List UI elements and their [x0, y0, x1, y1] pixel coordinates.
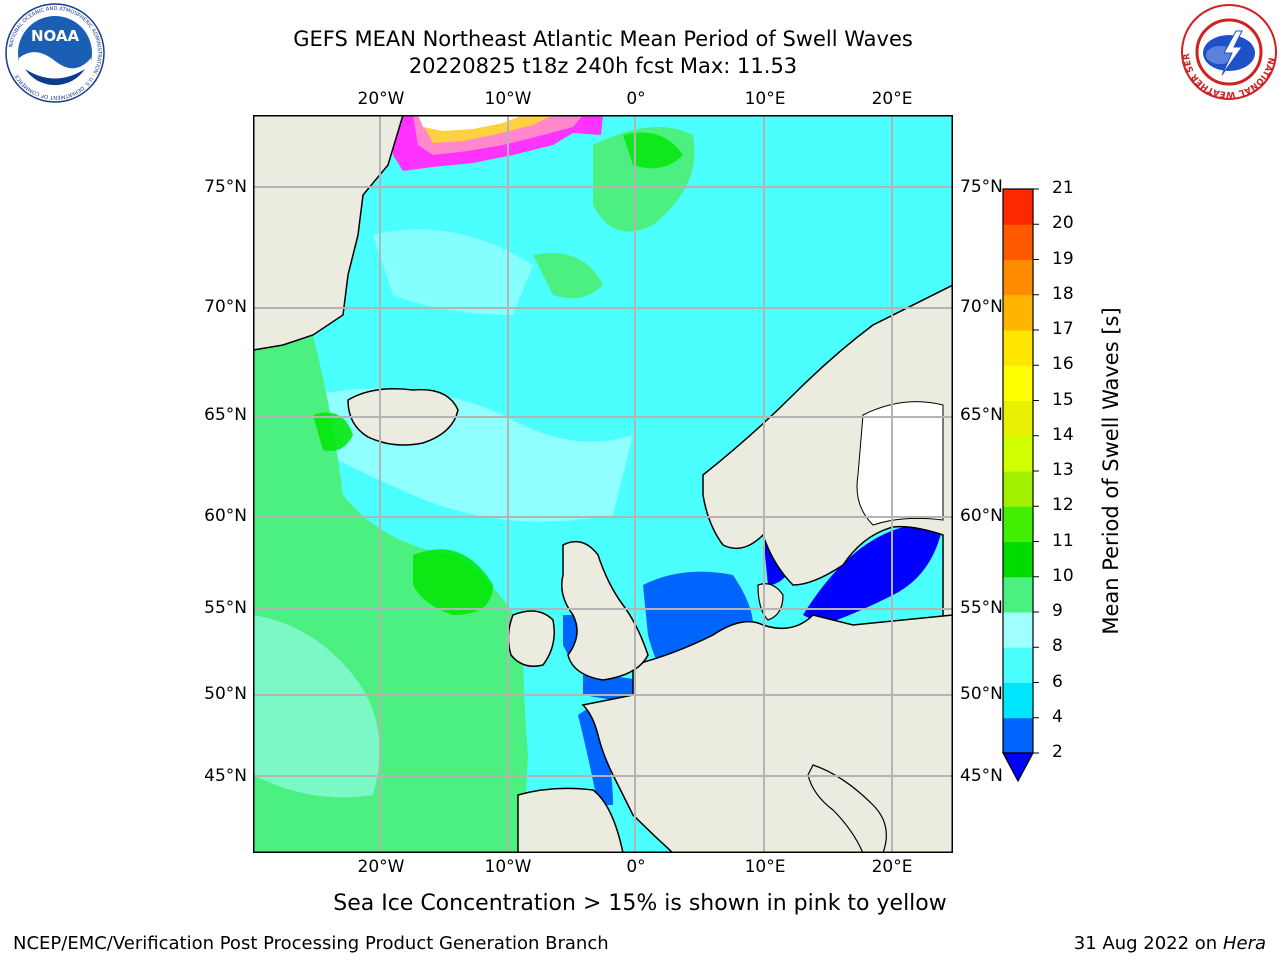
colorbar-tick-label: 16 — [1052, 354, 1074, 375]
colorbar-tick-label: 18 — [1052, 283, 1074, 304]
map-plot-area — [253, 115, 953, 853]
colorbar-under-arrow — [1001, 752, 1035, 783]
colorbar-tick-label: 11 — [1052, 530, 1074, 551]
colorbar-segment — [1003, 189, 1033, 225]
map-graticule — [253, 115, 953, 853]
map-frame-border — [253, 115, 953, 853]
colorbar-tick-label: 6 — [1052, 671, 1063, 692]
lat-label-right: 55°N — [960, 598, 1003, 618]
sea-ice-caption: Sea Ice Concentration > 15% is shown in … — [333, 891, 947, 916]
colorbar-segment — [1003, 259, 1033, 296]
lon-label-bottom: 20°W — [357, 857, 405, 877]
colorbar-segment — [1003, 647, 1033, 683]
colorbar-segment — [1003, 506, 1033, 542]
noaa-logo-text: NOAA — [31, 27, 80, 45]
swell-band-10-11s — [313, 412, 353, 451]
colorbar-tick-label: 19 — [1052, 248, 1074, 269]
swell-band-10-11s — [623, 132, 683, 169]
land-ireland — [507, 610, 555, 667]
swell-band-8-9s — [373, 229, 533, 315]
swell-band-2-4s — [578, 705, 613, 805]
colorbar-segment — [1003, 435, 1033, 472]
lon-label-top: 0° — [626, 89, 646, 109]
lat-label-right: 75°N — [960, 177, 1003, 197]
colorbar-tick-label: 2 — [1052, 742, 1063, 762]
swell-under-range — [803, 525, 943, 625]
chart-title: GEFS MEAN Northeast Atlantic Mean Period… — [293, 27, 913, 51]
footer-producer: NCEP/EMC/Verification Post Processing Pr… — [13, 933, 609, 954]
colorbar-tick-label: 14 — [1052, 424, 1074, 445]
lat-label-left: 45°N — [204, 766, 247, 786]
lat-label-left: 75°N — [204, 177, 247, 197]
lat-label-right: 70°N — [960, 297, 1003, 317]
lat-label-right: 65°N — [960, 405, 1003, 425]
colorbar-label: Mean Period of Swell Waves [s] — [1099, 307, 1123, 635]
swell-band-10-11s — [413, 549, 493, 615]
land-great-britain — [561, 540, 649, 681]
land-italy — [807, 764, 887, 853]
land-iberia — [517, 787, 624, 853]
colorbar-tick-label: 13 — [1052, 460, 1074, 480]
noaa-logo-icon: NOAA NATIONAL OCEANIC AND ATMOSPHERIC AD… — [5, 3, 105, 107]
lat-label-left: 55°N — [204, 598, 247, 618]
nws-logo-icon: NATIONAL WEATHER SERVICE — [1177, 0, 1278, 105]
swell-band-8-9s — [253, 615, 380, 798]
land-greenland — [253, 115, 404, 351]
sea-ice-field — [418, 115, 523, 131]
colorbar-tick-label: 4 — [1052, 706, 1063, 727]
colorbar-tick-label: 12 — [1052, 495, 1074, 516]
colorbar-tick-label: 17 — [1052, 319, 1074, 339]
colorbar-segment — [1003, 471, 1033, 507]
colorbar-segment — [1003, 330, 1033, 366]
colorbar-tick-label: 20 — [1052, 213, 1074, 234]
lon-label-bottom: 10°E — [744, 857, 786, 877]
colorbar-segment — [1003, 612, 1033, 648]
colorbar-tick-label: 9 — [1052, 601, 1063, 621]
colorbar-segment — [1003, 576, 1033, 613]
lat-label-right: 60°N — [960, 506, 1003, 526]
colorbar-segment — [1003, 717, 1033, 754]
lon-label-bottom: 10°W — [484, 857, 532, 877]
lat-label-right: 45°N — [960, 766, 1003, 786]
lon-label-bottom: 0° — [626, 857, 646, 877]
colorbar-tick-label: 21 — [1052, 178, 1074, 198]
colorbar-segment — [1003, 541, 1033, 578]
colorbar-segment — [1003, 224, 1033, 260]
lat-label-left: 60°N — [204, 506, 247, 526]
lon-label-bottom: 20°E — [871, 857, 913, 877]
chart-subtitle: 20220825 t18z 240h fcst Max: 11.53 — [408, 54, 798, 78]
colorbar-segment — [1003, 365, 1033, 401]
colorbar-segment — [1003, 400, 1033, 437]
footer-host: Hera — [1222, 933, 1266, 954]
lon-label-top: 10°E — [744, 89, 786, 109]
swell-band-9-10s — [533, 253, 603, 299]
colorbar-tick-label: 10 — [1052, 565, 1074, 586]
colorbar-segment — [1003, 294, 1033, 331]
footer-timestamp: 31 Aug 2022 on Hera — [1074, 933, 1266, 954]
lon-label-top: 20°W — [357, 89, 405, 109]
swell-band-2-4s — [643, 571, 753, 675]
lon-label-top: 10°W — [484, 89, 532, 109]
lon-label-top: 20°E — [871, 89, 913, 109]
colorbar-tick-label: 8 — [1052, 636, 1063, 657]
lat-label-left: 70°N — [204, 297, 247, 317]
lat-label-left: 65°N — [204, 405, 247, 425]
colorbar — [1001, 188, 1039, 783]
colorbar-segment — [1003, 682, 1033, 719]
lat-label-right: 50°N — [960, 684, 1003, 704]
colorbar-tick-label: 15 — [1052, 389, 1074, 410]
land-sweden-gap — [856, 401, 944, 526]
footer-date: 31 Aug 2022 on — [1073, 933, 1218, 954]
lat-label-left: 50°N — [204, 684, 247, 704]
